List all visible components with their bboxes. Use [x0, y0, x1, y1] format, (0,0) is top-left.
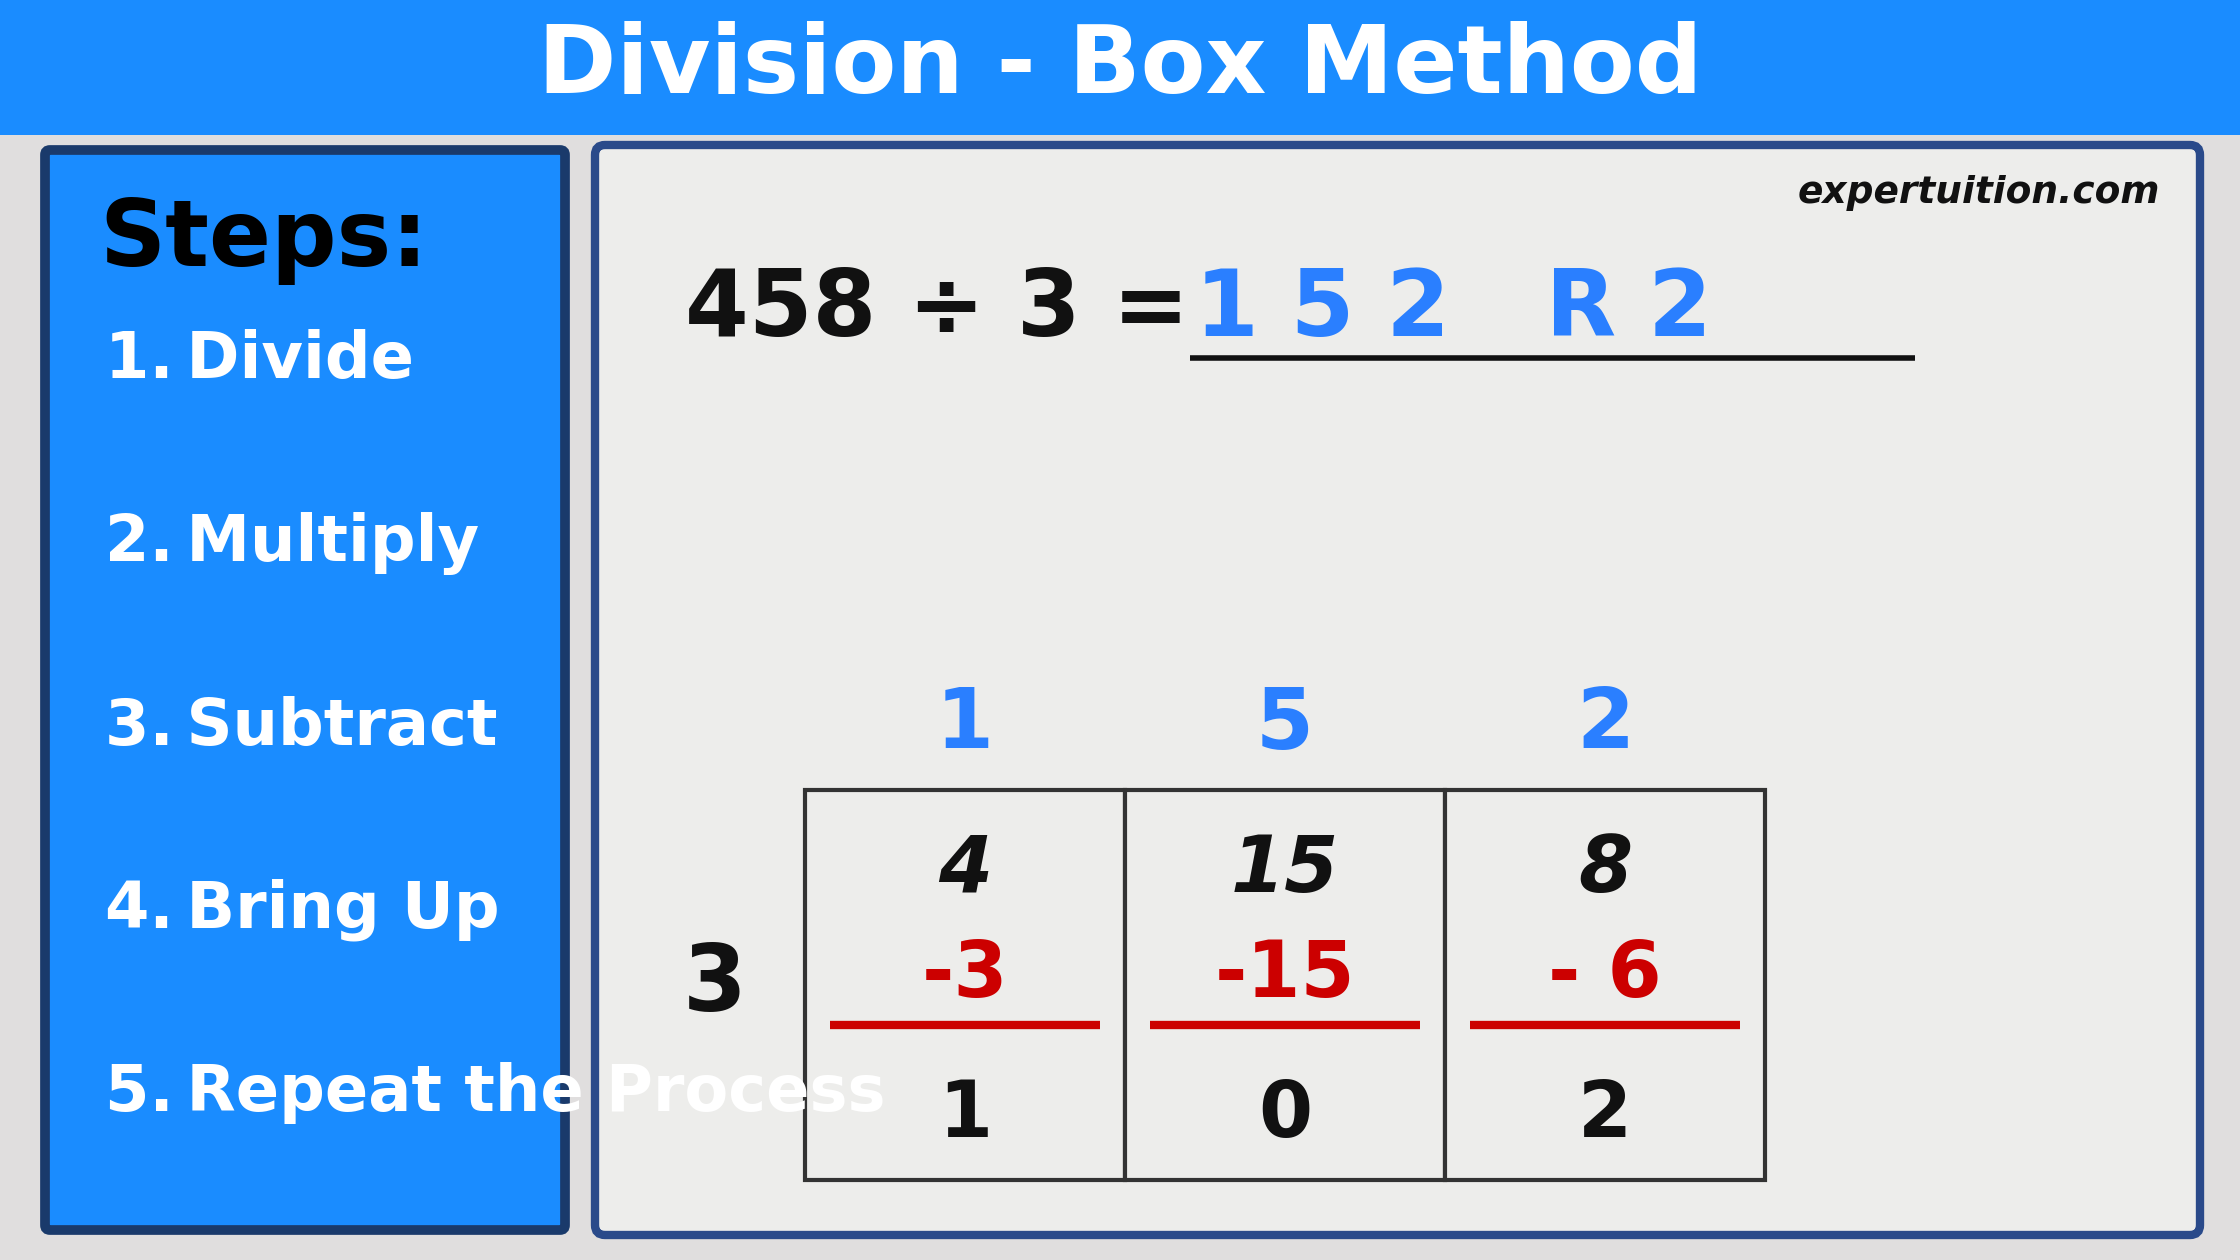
Text: Division - Box Method: Division - Box Method	[538, 21, 1702, 113]
Text: 0: 0	[1259, 1077, 1313, 1153]
Text: 2: 2	[1577, 1077, 1633, 1153]
Text: 458 ÷ 3 =: 458 ÷ 3 =	[685, 265, 1221, 355]
Text: - 6: - 6	[1548, 936, 1662, 1013]
Text: expertuition.com: expertuition.com	[1796, 175, 2159, 210]
FancyBboxPatch shape	[45, 150, 564, 1230]
Bar	[1124, 790, 1445, 1181]
Text: 3. Subtract: 3. Subtract	[105, 696, 497, 757]
Bar	[1445, 790, 1765, 1181]
FancyBboxPatch shape	[596, 145, 2200, 1235]
Text: 3: 3	[683, 940, 746, 1029]
Text: Steps:: Steps:	[101, 195, 428, 285]
Text: -15: -15	[1214, 936, 1355, 1013]
Text: 2: 2	[1577, 684, 1633, 766]
Bar	[804, 790, 1124, 1181]
Text: 4: 4	[939, 832, 992, 908]
Bar	[0, 0, 2240, 135]
Text: 5. Repeat the Process: 5. Repeat the Process	[105, 1062, 885, 1124]
Text: 1. Divide: 1. Divide	[105, 329, 414, 391]
Text: 5: 5	[1257, 684, 1315, 766]
Text: 1 5 2   R 2: 1 5 2 R 2	[1194, 265, 1711, 355]
Text: 15: 15	[1230, 832, 1340, 908]
Text: 1: 1	[939, 1077, 992, 1153]
Text: 8: 8	[1577, 832, 1633, 908]
Text: 1: 1	[936, 684, 995, 766]
Text: 2. Multiply: 2. Multiply	[105, 512, 479, 575]
Text: 4. Bring Up: 4. Bring Up	[105, 878, 500, 941]
Text: -3: -3	[921, 936, 1008, 1013]
Bar	[0, 0, 2240, 15]
